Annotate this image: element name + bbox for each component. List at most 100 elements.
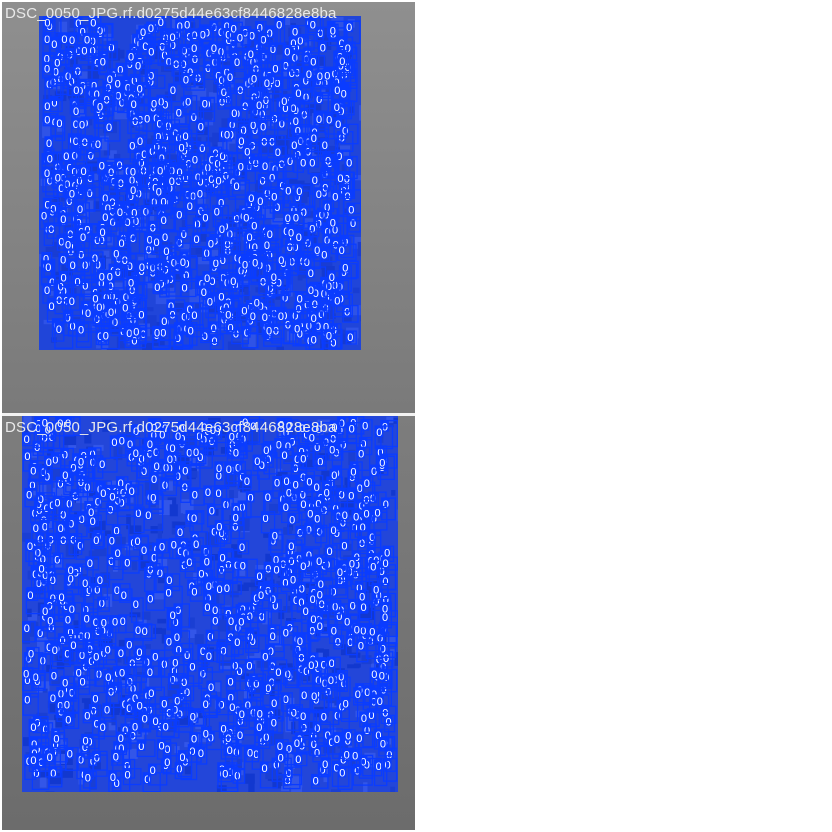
class-label: 0 bbox=[361, 713, 367, 725]
class-label: 0 bbox=[311, 691, 317, 703]
class-label: 0 bbox=[261, 51, 267, 63]
class-label: 0 bbox=[166, 587, 172, 599]
class-label: 0 bbox=[386, 716, 392, 728]
class-label: 0 bbox=[107, 272, 113, 284]
detection-box: 0 bbox=[155, 164, 171, 179]
class-label: 0 bbox=[33, 672, 39, 684]
class-label: 0 bbox=[144, 774, 150, 786]
class-label: 0 bbox=[191, 587, 197, 599]
class-label: 0 bbox=[95, 260, 101, 272]
class-label: 0 bbox=[308, 660, 314, 672]
class-label: 0 bbox=[297, 329, 303, 341]
class-label: 0 bbox=[37, 628, 43, 640]
class-label: 0 bbox=[147, 234, 153, 246]
class-label: 0 bbox=[296, 304, 302, 316]
class-label: 0 bbox=[47, 153, 53, 165]
class-label: 0 bbox=[334, 102, 340, 114]
class-label: 0 bbox=[41, 576, 47, 588]
class-label: 0 bbox=[181, 59, 187, 71]
class-label: 0 bbox=[56, 324, 62, 336]
class-label: 0 bbox=[285, 186, 291, 198]
class-label: 0 bbox=[170, 40, 176, 52]
detection-box: 0 bbox=[264, 323, 285, 340]
detection-box: 0 bbox=[324, 328, 343, 349]
class-label: 0 bbox=[377, 447, 383, 459]
detection-box: 0 bbox=[183, 95, 198, 116]
class-label: 0 bbox=[339, 56, 345, 68]
image-panel-2[interactable]: DSC_0050_JPG.rf.d0275d44e63cf8446828e8ba… bbox=[2, 416, 415, 830]
class-label: 0 bbox=[251, 220, 257, 232]
class-label: 0 bbox=[50, 693, 56, 705]
class-label: 0 bbox=[148, 23, 154, 35]
class-label: 0 bbox=[93, 535, 99, 547]
class-label: 0 bbox=[248, 155, 254, 167]
detection-box: 0 bbox=[328, 23, 339, 39]
detection-box: 0 bbox=[150, 649, 166, 677]
class-label: 0 bbox=[99, 459, 105, 471]
class-label: 0 bbox=[197, 188, 203, 200]
class-label: 0 bbox=[226, 464, 232, 476]
class-label: 0 bbox=[205, 487, 211, 499]
detection-box: 0 bbox=[168, 83, 185, 103]
class-label: 0 bbox=[306, 69, 312, 81]
class-label: 0 bbox=[237, 32, 243, 44]
class-label: 0 bbox=[44, 34, 50, 46]
class-label: 0 bbox=[265, 683, 271, 695]
detection-box: 0 bbox=[213, 174, 228, 196]
class-label: 0 bbox=[51, 97, 57, 109]
class-label: 0 bbox=[289, 514, 295, 526]
class-label: 0 bbox=[300, 454, 306, 466]
class-label: 0 bbox=[266, 325, 272, 337]
class-label: 0 bbox=[108, 686, 114, 698]
detection-box: 0 bbox=[42, 32, 60, 59]
class-label: 0 bbox=[274, 202, 280, 214]
class-label: 0 bbox=[211, 22, 217, 34]
detection-box: 0 bbox=[308, 332, 324, 350]
class-label: 0 bbox=[328, 675, 334, 687]
detection-box: 0 bbox=[269, 270, 290, 288]
class-label: 0 bbox=[353, 512, 359, 524]
class-label: 0 bbox=[115, 79, 121, 91]
class-label: 0 bbox=[97, 331, 103, 343]
class-label: 0 bbox=[124, 761, 130, 773]
class-label: 0 bbox=[91, 80, 97, 92]
class-label: 0 bbox=[176, 133, 182, 145]
class-label: 0 bbox=[294, 738, 300, 750]
detection-box: 0 bbox=[46, 299, 67, 323]
detection-box: 0 bbox=[344, 155, 358, 180]
class-label: 0 bbox=[191, 310, 197, 322]
detection-box: 0 bbox=[219, 85, 232, 100]
detection-box: 0 bbox=[260, 511, 276, 534]
detection-box: 0 bbox=[156, 16, 172, 32]
detection-box: 0 bbox=[54, 322, 74, 349]
class-label: 0 bbox=[279, 159, 285, 171]
class-label: 0 bbox=[232, 661, 238, 673]
class-label: 0 bbox=[63, 151, 69, 163]
class-label: 0 bbox=[358, 448, 364, 460]
class-label: 0 bbox=[346, 22, 352, 34]
class-label: 0 bbox=[131, 207, 137, 219]
class-label: 0 bbox=[176, 324, 182, 336]
detection-box: 0 bbox=[141, 205, 161, 228]
class-label: 0 bbox=[199, 143, 205, 155]
class-label: 0 bbox=[148, 77, 154, 89]
detection-box: 0 bbox=[274, 275, 291, 297]
class-label: 0 bbox=[190, 191, 196, 203]
class-label: 0 bbox=[28, 649, 34, 661]
class-label: 0 bbox=[292, 27, 298, 39]
class-label: 0 bbox=[323, 322, 329, 334]
class-label: 0 bbox=[159, 153, 165, 165]
detection-box: 0 bbox=[224, 743, 242, 766]
class-label: 0 bbox=[364, 478, 370, 490]
class-label: 0 bbox=[317, 621, 323, 633]
class-label: 0 bbox=[238, 136, 244, 148]
class-label: 0 bbox=[166, 636, 172, 648]
class-label: 0 bbox=[183, 173, 189, 185]
class-label: 0 bbox=[108, 307, 114, 319]
detection-box: 0 bbox=[39, 208, 55, 230]
class-label: 0 bbox=[207, 296, 213, 308]
class-label: 0 bbox=[111, 176, 117, 188]
class-label: 0 bbox=[164, 757, 170, 769]
class-label: 0 bbox=[247, 232, 253, 244]
